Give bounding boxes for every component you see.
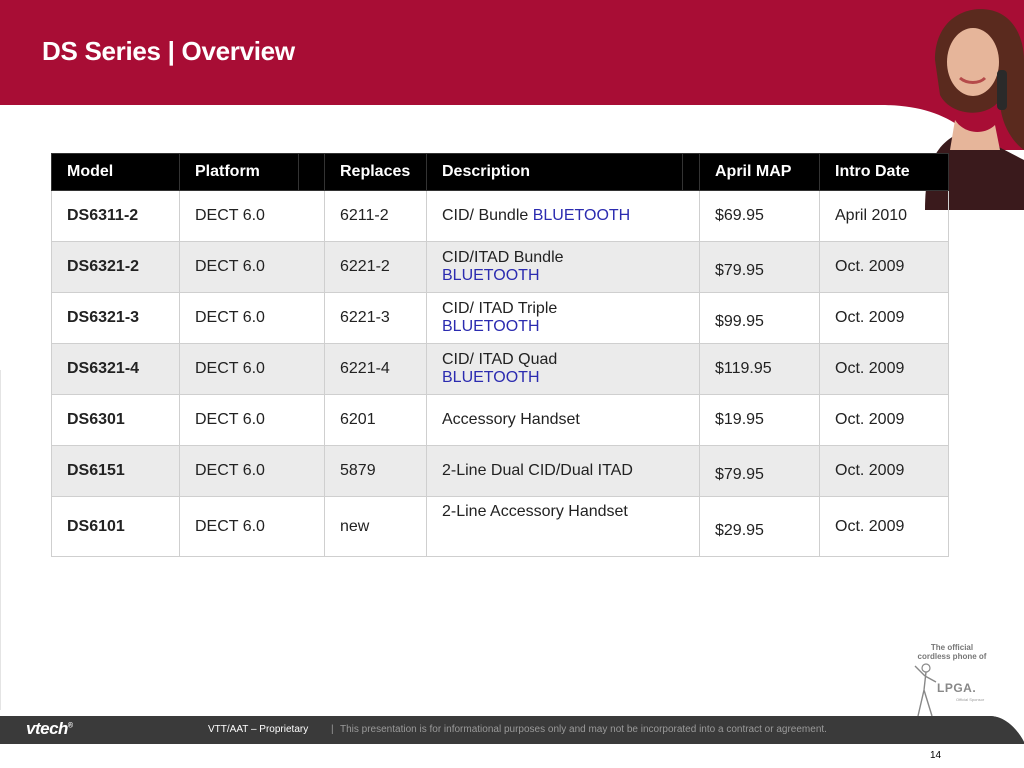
header-description: Description (426, 153, 683, 191)
lpga-logo: LPGA. (937, 681, 977, 695)
replaces-cell: 6221-3 (324, 292, 427, 344)
description-cell: 2-Line Accessory Handset (426, 496, 700, 557)
table-row: DS6321-3 DECT 6.0 6221-3 CID/ ITAD Tripl… (51, 292, 949, 344)
lpga-caption: The official cordless phone of (917, 643, 987, 661)
intro-date-cell: Oct. 2009 (819, 292, 949, 344)
bluetooth-text: BLUETOOTH (442, 369, 540, 386)
description-cell: CID/ITAD Bundle BLUETOOTH (426, 241, 700, 293)
description-cell: Accessory Handset (426, 394, 700, 446)
description-cell: CID/ ITAD Triple BLUETOOTH (426, 292, 700, 344)
table-row: DS6151 DECT 6.0 5879 2-Line Dual CID/Dua… (51, 445, 949, 497)
lpga-caption-line: The official (930, 643, 974, 652)
map-cell: $99.95 (699, 292, 820, 344)
vtech-logo-text: vtech (26, 719, 68, 738)
bluetooth-text: BLUETOOTH (532, 207, 631, 224)
header-model: Model (51, 153, 180, 191)
header-spacer (298, 153, 325, 191)
platform-cell: DECT 6.0 (179, 445, 325, 497)
header-platform: Platform (179, 153, 299, 191)
intro-date-cell: Oct. 2009 (819, 496, 949, 557)
footer-band (0, 716, 1024, 768)
lpga-sponsor-text: Official Sponsor (956, 697, 985, 702)
platform-cell: DECT 6.0 (179, 343, 325, 395)
header-map: April MAP (699, 153, 820, 191)
replaces-cell: new (324, 496, 427, 557)
woman-on-phone-image (925, 9, 1024, 210)
map-cell: $29.95 (699, 496, 820, 557)
intro-date-cell: Oct. 2009 (819, 343, 949, 395)
description-text: CID/ITAD Bundle (442, 249, 564, 266)
replaces-cell: 6221-4 (324, 343, 427, 395)
model-cell: DS6321-3 (51, 292, 180, 344)
bluetooth-text: BLUETOOTH (442, 267, 540, 284)
platform-cell: DECT 6.0 (179, 292, 325, 344)
map-cell: $79.95 (699, 445, 820, 497)
header-band (0, 0, 1024, 150)
page-number: 14 (930, 750, 942, 761)
replaces-cell: 5879 (324, 445, 427, 497)
header-intro-date: Intro Date (819, 153, 949, 191)
description-cell: CID/ Bundle BLUETOOTH (426, 190, 700, 242)
map-cell: $69.95 (699, 190, 820, 242)
header-replaces: Replaces (324, 153, 427, 191)
platform-cell: DECT 6.0 (179, 394, 325, 446)
intro-date-cell: Oct. 2009 (819, 241, 949, 293)
model-cell: DS6311-2 (51, 190, 180, 242)
product-table: Model Platform Replaces Description Apri… (51, 153, 949, 557)
map-cell: $19.95 (699, 394, 820, 446)
model-cell: DS6321-4 (51, 343, 180, 395)
platform-cell: DECT 6.0 (179, 241, 325, 293)
description-cell: 2-Line Dual CID/Dual ITAD (426, 445, 700, 497)
model-cell: DS6151 (51, 445, 180, 497)
intro-date-cell: Oct. 2009 (819, 394, 949, 446)
page-title: DS Series | Overview (42, 36, 295, 66)
replaces-cell: 6211-2 (324, 190, 427, 242)
model-cell: DS6321-2 (51, 241, 180, 293)
replaces-cell: 6201 (324, 394, 427, 446)
description-cell: CID/ ITAD Quad BLUETOOTH (426, 343, 700, 395)
platform-cell: DECT 6.0 (179, 496, 325, 557)
table-row: DS6101 DECT 6.0 new 2-Line Accessory Han… (51, 496, 949, 557)
description-text: CID/ ITAD Triple (442, 300, 558, 317)
bluetooth-text: BLUETOOTH (442, 318, 540, 335)
footer-separator: | (331, 724, 334, 735)
table-row: DS6321-4 DECT 6.0 6221-4 CID/ ITAD Quad B… (51, 343, 949, 395)
intro-date-cell: April 2010 (819, 190, 949, 242)
model-cell: DS6301 (51, 394, 180, 446)
registered-mark: ® (67, 722, 73, 730)
lpga-caption-line: cordless phone of (917, 652, 987, 661)
replaces-cell: 6221-2 (324, 241, 427, 293)
platform-cell: DECT 6.0 (179, 190, 325, 242)
table-header-row: Model Platform Replaces Description Apri… (51, 153, 949, 191)
map-cell: $119.95 (699, 343, 820, 395)
map-cell: $79.95 (699, 241, 820, 293)
table-row: DS6301 DECT 6.0 6201 Accessory Handset $… (51, 394, 949, 446)
proprietary-label: VTT/AAT – Proprietary (208, 724, 309, 735)
divider (0, 370, 1, 710)
table-row: DS6311-2 DECT 6.0 6211-2 CID/ Bundle BLU… (51, 190, 949, 242)
header-spacer (682, 153, 700, 191)
intro-date-cell: Oct. 2009 (819, 445, 949, 497)
model-cell: DS6101 (51, 496, 180, 557)
table-row: DS6321-2 DECT 6.0 6221-2 CID/ITAD Bundle… (51, 241, 949, 293)
description-text: CID/ Bundle (442, 207, 533, 224)
vtech-logo: vtech® (26, 719, 73, 739)
description-text: CID/ ITAD Quad (442, 351, 558, 368)
disclaimer-text: This presentation is for informational p… (340, 724, 827, 735)
golfer-icon (914, 663, 937, 717)
